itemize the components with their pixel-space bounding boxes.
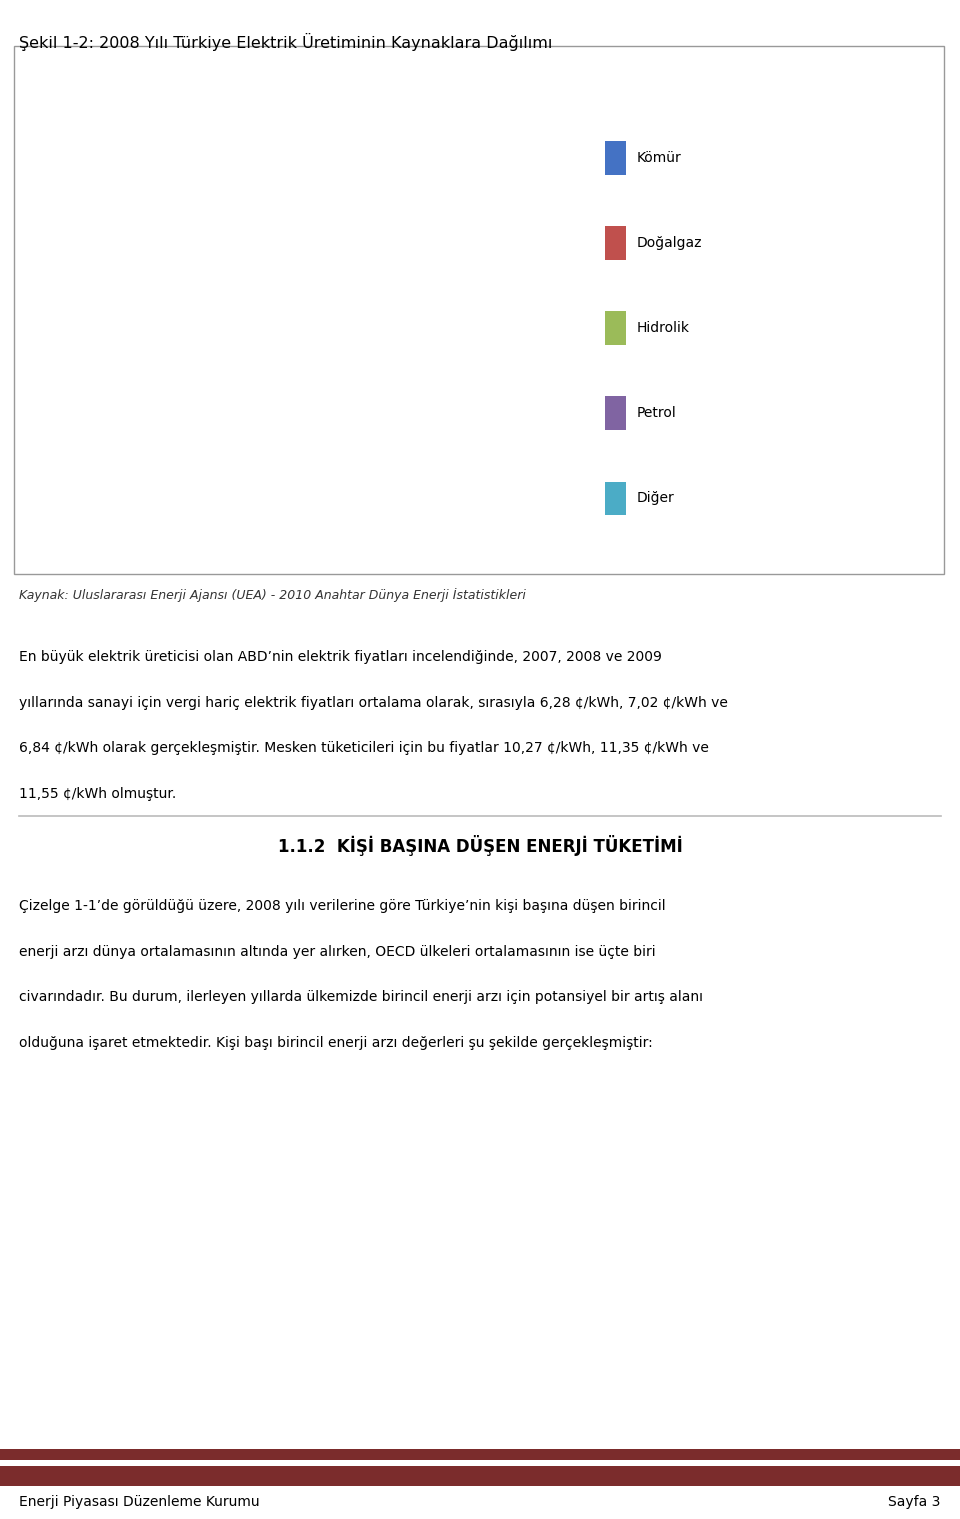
- Text: 6,84 ¢/kWh olarak gerçekleşmiştir. Mesken tüketicileri için bu fiyatlar 10,27 ¢/: 6,84 ¢/kWh olarak gerçekleşmiştir. Meske…: [19, 741, 709, 755]
- Text: civarındadır. Bu durum, ilerleyen yıllarda ülkemizde birincil enerji arzı için p: civarındadır. Bu durum, ilerleyen yıllar…: [19, 990, 703, 1004]
- Wedge shape: [96, 272, 473, 457]
- Text: olduğuna işaret etmektedir. Kişi başı birincil enerji arzı değerleri şu şekilde : olduğuna işaret etmektedir. Kişi başı bi…: [19, 1036, 653, 1050]
- Text: Petrol: Petrol: [636, 406, 676, 421]
- Text: yıllarında sanayi için vergi hariç elektrik fiyatları ortalama olarak, sırasıyla: yıllarında sanayi için vergi hariç elekt…: [19, 696, 728, 709]
- Text: enerji arzı dünya ortalamasının altında yer alırken, OECD ülkeleri ortalamasının: enerji arzı dünya ortalamasının altında …: [19, 945, 656, 958]
- Text: 16,77%: 16,77%: [184, 257, 239, 269]
- Text: Sayfa 3: Sayfa 3: [888, 1495, 941, 1508]
- Text: 49,74%: 49,74%: [234, 363, 290, 377]
- Text: Hidrolik: Hidrolik: [636, 321, 689, 336]
- Text: Şekil 1-2: 2008 Yılı Türkiye Elektrik Üretiminin Kaynaklara Dağılımı: Şekil 1-2: 2008 Yılı Türkiye Elektrik Ür…: [19, 33, 553, 52]
- Wedge shape: [280, 158, 288, 307]
- Text: Çizelge 1-1’de görüldüğü üzere, 2008 yılı verilerine göre Türkiye’nin kişi başın: Çizelge 1-1’de görüldüğü üzere, 2008 yıl…: [19, 899, 666, 913]
- Text: Enerji Piyasası Düzenleme Kurumu: Enerji Piyasası Düzenleme Kurumu: [19, 1495, 260, 1508]
- Text: 1.1.2  KİŞİ BAŞINA DÜŞEN ENERJİ TÜKETİMİ: 1.1.2 KİŞİ BAŞINA DÜŞEN ENERJİ TÜKETİMİ: [277, 835, 683, 857]
- Text: Doğalgaz: Doğalgaz: [636, 235, 702, 251]
- Text: 11,55 ¢/kWh olmuştur.: 11,55 ¢/kWh olmuştur.: [19, 787, 177, 801]
- Text: Kömür: Kömür: [636, 150, 682, 166]
- Text: Diğer: Diğer: [636, 491, 674, 506]
- Wedge shape: [235, 158, 288, 307]
- Wedge shape: [288, 158, 480, 346]
- Text: 0,62%: 0,62%: [261, 158, 306, 172]
- Text: 3,79%: 3,79%: [228, 161, 275, 173]
- Text: 29,09%: 29,09%: [345, 261, 399, 275]
- Text: Kaynak: Uluslararası Enerji Ajansı (UEA) - 2010 Anahtar Dünya Enerji İstatistikl: Kaynak: Uluslararası Enerji Ajansı (UEA)…: [19, 588, 526, 602]
- Text: En büyük elektrik üreticisi olan ABD’nin elektrik fiyatları incelendiğinde, 2007: En büyük elektrik üreticisi olan ABD’nin…: [19, 650, 662, 664]
- Wedge shape: [102, 164, 288, 307]
